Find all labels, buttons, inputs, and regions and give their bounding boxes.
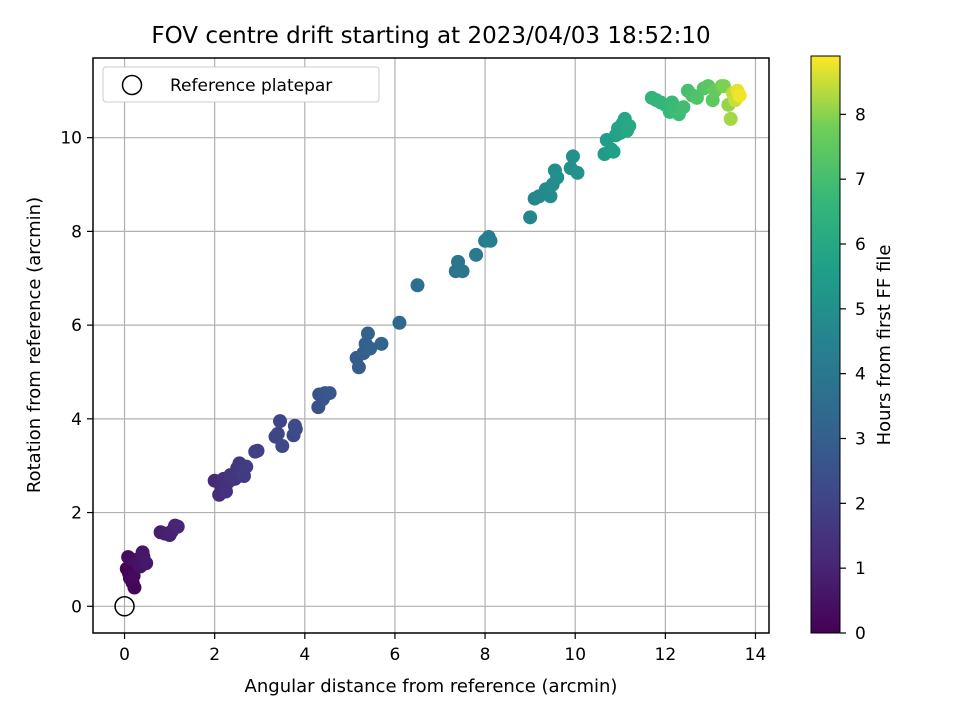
colorbar-tick-label: 7	[855, 170, 866, 190]
data-point	[392, 315, 407, 330]
data-point	[273, 414, 288, 429]
data-point	[139, 556, 154, 571]
legend-entry-label: Reference platepar	[170, 76, 332, 96]
chart-title: FOV centre drift starting at 2023/04/03 …	[151, 23, 710, 49]
legend: Reference platepar	[102, 66, 380, 103]
y-axis-ticks: 0 2 4 6 8 10	[60, 129, 93, 617]
x-tick-label: 14	[745, 645, 767, 665]
data-point	[606, 144, 621, 159]
data-point	[250, 443, 265, 458]
data-point	[732, 88, 747, 103]
y-tick-label: 6	[71, 316, 82, 336]
colorbar-tick-label: 3	[855, 430, 866, 450]
data-point	[374, 336, 389, 351]
data-point	[523, 210, 538, 225]
colorbar-tick-label: 4	[855, 365, 866, 385]
data-point	[483, 233, 498, 248]
colorbar-ticks: 0 1 2 3 4 5 6 7 8	[840, 105, 866, 644]
data-point	[363, 341, 378, 356]
y-tick-label: 10	[60, 129, 82, 149]
x-tick-label: 0	[119, 645, 130, 665]
y-tick-label: 8	[71, 222, 82, 242]
data-point	[360, 326, 375, 341]
x-axis-ticks: 0 2 4 6 8 10 12 14	[119, 633, 766, 665]
x-tick-label: 10	[564, 645, 586, 665]
data-point	[469, 247, 484, 262]
data-point	[543, 189, 558, 204]
legend-box	[102, 66, 380, 103]
y-tick-label: 4	[71, 410, 82, 430]
data-point	[410, 278, 425, 293]
data-point	[322, 386, 337, 401]
colorbar-label: Hours from first FF file	[874, 245, 895, 446]
data-point	[270, 426, 285, 441]
data-point	[239, 459, 254, 474]
colorbar-tick-label: 2	[855, 494, 866, 514]
data-point	[565, 149, 580, 164]
data-point	[455, 264, 470, 279]
legend-reference-marker	[121, 74, 143, 96]
data-point	[351, 360, 366, 375]
points	[119, 79, 747, 595]
y-axis-label: Rotation from reference (arcmin)	[24, 197, 45, 493]
colorbar-tick-label: 1	[855, 559, 866, 579]
data-point	[275, 439, 290, 454]
data-point	[170, 519, 185, 534]
x-axis-label: Angular distance from reference (arcmin)	[245, 676, 618, 697]
colorbar-tick-label: 0	[855, 624, 866, 644]
reference-marker	[114, 596, 135, 617]
x-tick-label: 6	[390, 645, 401, 665]
grid	[93, 58, 769, 633]
colorbar-tick-label: 8	[855, 105, 866, 125]
data-point	[288, 422, 303, 437]
plot-frame	[92, 57, 770, 634]
y-tick-label: 2	[71, 504, 82, 524]
colorbar-gradient	[810, 55, 841, 634]
colorbar: 0 1 2 3 4 5 6 7 8 Hours from first FF file	[810, 55, 895, 644]
data-point	[550, 170, 565, 185]
x-tick-label: 4	[299, 645, 310, 665]
data-point	[622, 118, 637, 133]
colorbar-tick-label: 6	[855, 235, 866, 255]
data-point	[723, 111, 738, 126]
data-point	[676, 100, 691, 115]
data-point	[570, 165, 585, 180]
x-tick-label: 12	[655, 645, 677, 665]
data-point	[135, 545, 150, 560]
x-tick-label: 8	[480, 645, 491, 665]
reference-marker-group	[114, 596, 135, 617]
colorbar-tick-label: 5	[855, 300, 866, 320]
x-tick-label: 2	[209, 645, 220, 665]
y-tick-label: 0	[71, 597, 82, 617]
